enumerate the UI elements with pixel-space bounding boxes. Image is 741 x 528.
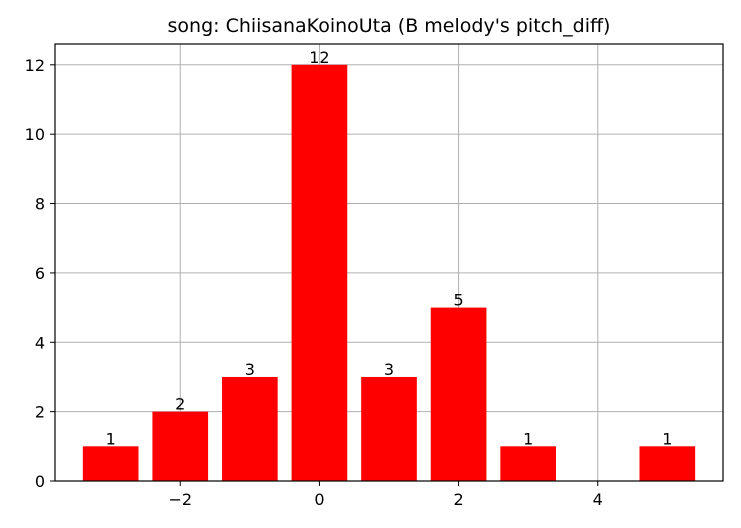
x-tick-label: −2 (168, 490, 192, 509)
bar-value-label: 5 (453, 291, 463, 310)
plot-frame (54, 43, 724, 482)
chart-title: song: ChiisanaKoinoUta (B melody's pitch… (168, 15, 611, 37)
y-tick-label: 2 (35, 403, 45, 422)
y-tick-label: 6 (35, 264, 45, 283)
x-axis-ticks: −2 0 2 4 (168, 481, 603, 509)
bars (82, 64, 696, 482)
bar (152, 411, 209, 481)
y-tick-label: 8 (35, 195, 45, 214)
bar-value-label: 12 (309, 48, 329, 67)
bar (291, 64, 348, 482)
bar-value-label: 3 (384, 360, 394, 379)
bar (82, 446, 139, 481)
bar (361, 376, 417, 481)
bar (500, 446, 556, 481)
bar-value-label: 1 (106, 429, 116, 448)
bar-value-label: 1 (523, 429, 533, 448)
x-tick-label: 4 (593, 490, 603, 509)
bar (222, 376, 278, 481)
bar-value-label: 1 (662, 429, 672, 448)
x-tick-label: 0 (314, 490, 324, 509)
y-axis-ticks: 0 2 4 6 8 10 12 (25, 56, 55, 491)
bar (430, 307, 487, 481)
bar (639, 446, 696, 481)
y-tick-label: 10 (25, 125, 45, 144)
y-tick-label: 0 (35, 472, 45, 491)
bar-value-label: 2 (175, 395, 185, 414)
y-tick-label: 4 (35, 333, 45, 352)
y-tick-label: 12 (25, 56, 45, 75)
bar-value-label: 3 (245, 360, 255, 379)
x-tick-label: 2 (453, 490, 463, 509)
